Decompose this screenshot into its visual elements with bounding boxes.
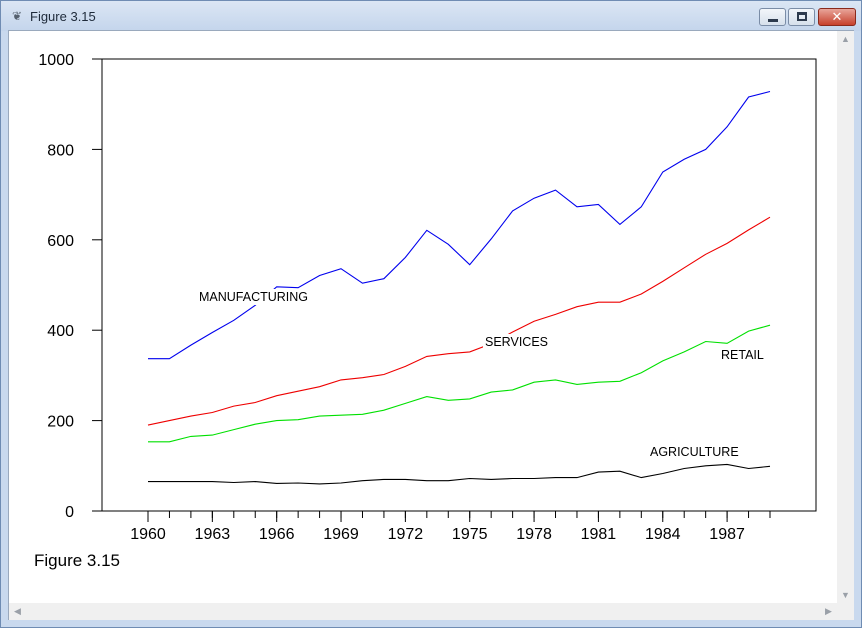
figure-icon: ❦ [11,9,23,23]
x-tick-label: 1966 [259,526,295,543]
annotation-manufacturing: MANUFACTURING [199,290,308,304]
minimize-icon [768,19,778,22]
scroll-right-icon[interactable]: ▶ [825,606,832,616]
y-tick-label: 600 [47,233,74,250]
x-tick-label: 1969 [323,526,359,543]
x-tick-label: 1978 [516,526,552,543]
x-tick-label: 1987 [709,526,745,543]
x-axis: 1960 1963 1966 1969 1972 1975 1978 1981 1984 1987 [130,511,771,543]
horizontal-scrollbar[interactable]: ◀ ▶ [9,603,837,620]
annotation-background [719,347,773,363]
title-bar[interactable]: ❦ Figure 3.15 ✕ [1,1,861,31]
window-title: Figure 3.15 [30,9,96,24]
y-tick-label: 1000 [38,52,74,69]
minimize-button[interactable] [759,8,786,26]
resize-grip[interactable] [837,603,854,620]
series-lines [147,90,771,485]
plot-frame [101,58,817,512]
scroll-down-icon[interactable]: ▼ [841,590,850,600]
y-tick-label: 400 [47,323,74,340]
vertical-scrollbar[interactable]: ▲ ▼ [837,31,854,604]
x-tick-label: 1975 [452,526,488,543]
y-tick-label: 200 [47,414,74,431]
annotation-background [197,289,309,305]
series-line-manufacturing [148,90,771,360]
series-line-services [147,216,771,426]
x-tick-label: 1981 [581,526,617,543]
x-tick-label: 1963 [195,526,231,543]
annotation-retail: RETAIL [721,348,764,362]
maximize-icon [797,12,807,21]
close-button[interactable]: ✕ [818,8,856,26]
x-tick-label: 1972 [388,526,424,543]
x-tick-label: 1960 [130,526,166,543]
figure-caption: Figure 3.15 [34,551,120,570]
close-icon: ✕ [831,9,843,24]
annotation-agriculture: AGRICULTURE [650,445,739,459]
series-line-agriculture [148,463,771,485]
scroll-up-icon[interactable]: ▲ [841,34,850,44]
series-annotations: MANUFACTURING SERVICES RETAIL AGRICULTURE [197,289,773,460]
y-tick-label: 0 [65,504,74,521]
x-tick-label: 1984 [645,526,681,543]
annotation-background [648,444,744,460]
scroll-left-icon[interactable]: ◀ [14,606,21,616]
y-tick-label: 800 [47,142,74,159]
annotation-services: SERVICES [485,335,548,349]
maximize-button[interactable] [788,8,815,26]
y-axis: 0 200 400 600 800 1000 [38,52,102,521]
series-line-retail [148,324,771,443]
figure-canvas [8,30,854,620]
annotation-background [483,334,554,350]
